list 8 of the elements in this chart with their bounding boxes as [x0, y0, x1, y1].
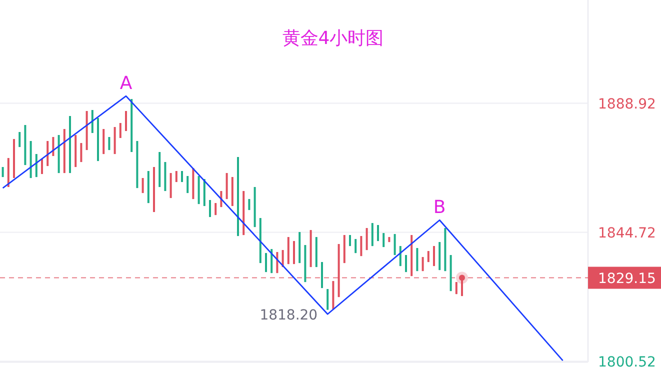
y-tick-label: 1800.52 — [598, 354, 656, 370]
y-tick-label: 1888.92 — [598, 96, 656, 112]
y-tick-label: 1844.72 — [598, 225, 656, 242]
ref-line-label: 1829.15 — [598, 270, 656, 287]
text: 黄金4小时图 — [282, 28, 384, 49]
annotation: A — [120, 73, 133, 94]
annotation: B — [433, 197, 446, 218]
annotation: 1818.20 — [260, 308, 318, 324]
